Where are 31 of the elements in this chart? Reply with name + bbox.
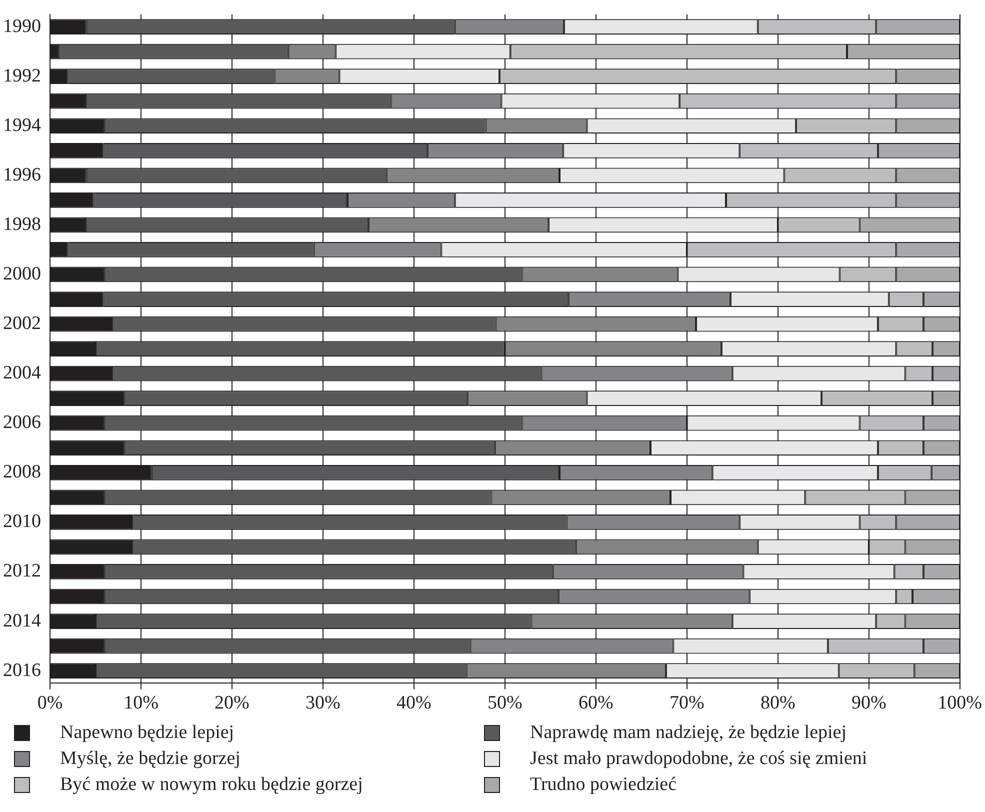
y-tick-label: 2008 (3, 462, 41, 483)
x-tick-label: 0% (37, 692, 63, 714)
y-tick-label: 2016 (3, 660, 41, 681)
x-tick-label: 70% (669, 692, 704, 714)
x-tick-label: 20% (214, 692, 250, 714)
x-tick-label: 80% (760, 692, 796, 714)
y-tick-label: 1994 (3, 114, 42, 136)
y-tick-label: 1996 (3, 164, 41, 186)
x-tick-label: 50% (488, 692, 523, 714)
x-tick-label: 30% (306, 692, 341, 714)
x-tick-label: 90% (851, 692, 886, 714)
y-tick-label: 2010 (3, 511, 41, 532)
legend-label: Naprawdę mam nadzieję, że będzie lepiej (530, 722, 846, 744)
y-tick-label: 1992 (3, 65, 41, 86)
legend-label: Być może w nowym roku będzie gorzej (60, 774, 363, 796)
y-tick-label: 2012 (3, 560, 41, 582)
x-tick-label: 60% (578, 692, 614, 714)
y-tick-label: 2000 (3, 263, 41, 284)
x-tick-label: 40% (396, 692, 432, 714)
legend-label: Jest mało prawdopodobne, że coś się zmieni (530, 748, 868, 770)
x-tick-label: 10% (124, 692, 159, 714)
y-tick-label: 2006 (3, 412, 41, 434)
legend-label: Trudno powiedzieć (530, 774, 677, 796)
y-tick-label: 1998 (3, 214, 41, 235)
legend-label: Myślę, że będzie gorzej (60, 748, 240, 770)
x-tick-label: 100% (938, 692, 982, 714)
y-tick-label: 2002 (3, 313, 41, 334)
y-tick-label: 2014 (3, 610, 42, 632)
y-tick-label: 1990 (3, 16, 41, 37)
y-tick-label: 2004 (3, 362, 42, 384)
legend-label: Napewno będzie lepiej (60, 722, 234, 744)
